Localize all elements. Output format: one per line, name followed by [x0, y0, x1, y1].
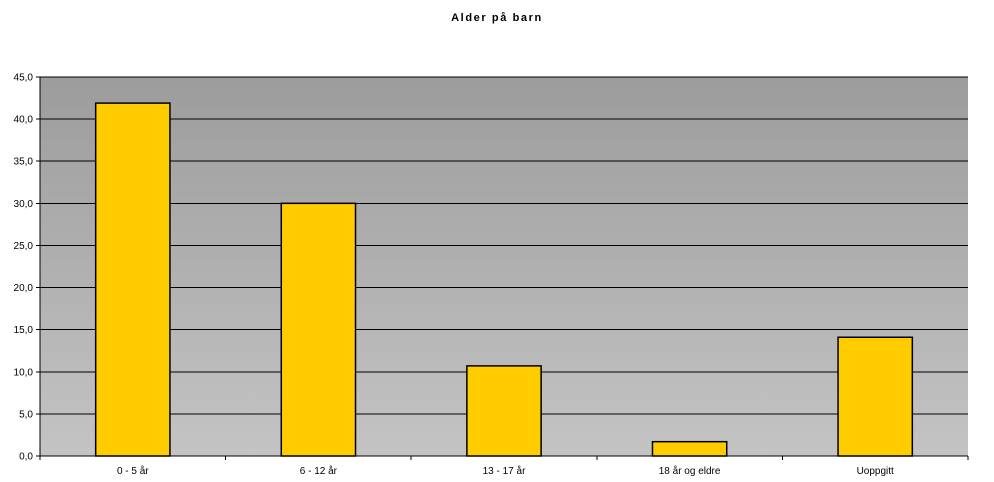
y-tick-label: 40,0: [14, 115, 34, 126]
y-tick-label: 5,0: [19, 409, 33, 420]
y-tick-label: 20,0: [14, 283, 34, 294]
bars: [94, 102, 914, 457]
x-axis: 0 - 5 år 6 - 12 år 13 - 17 år 18 år og eldr…: [39, 455, 969, 477]
y-tick-label: 35,0: [14, 157, 34, 168]
y-tick-label: 15,0: [14, 325, 34, 336]
x-tick-label: 6 - 12 år: [300, 465, 338, 477]
y-axis: 0,0 5,0 10,0 15,0 20,0 25,0 30,0 35,0 40,0 45,0: [14, 73, 41, 463]
x-tick-label: 18 år og eldre: [659, 465, 721, 477]
x-tick-label: 13 - 17 år: [483, 465, 526, 477]
y-tick-label: 0,0: [19, 452, 33, 463]
bar-4: [651, 440, 728, 457]
bar-2: [280, 202, 357, 457]
x-tick-label: 0 - 5 år: [117, 465, 149, 477]
chart-title: Alder på barn: [451, 12, 543, 24]
y-tick-label: 45,0: [14, 73, 34, 84]
y-tick-label: 10,0: [14, 367, 34, 378]
bar-3: [466, 365, 542, 457]
x-tick-label: Uoppgitt: [857, 466, 894, 477]
y-tick-label: 25,0: [14, 241, 34, 252]
y-tick-label: 30,0: [14, 199, 34, 210]
bar-1: [94, 102, 171, 457]
bar-5: [837, 336, 914, 457]
